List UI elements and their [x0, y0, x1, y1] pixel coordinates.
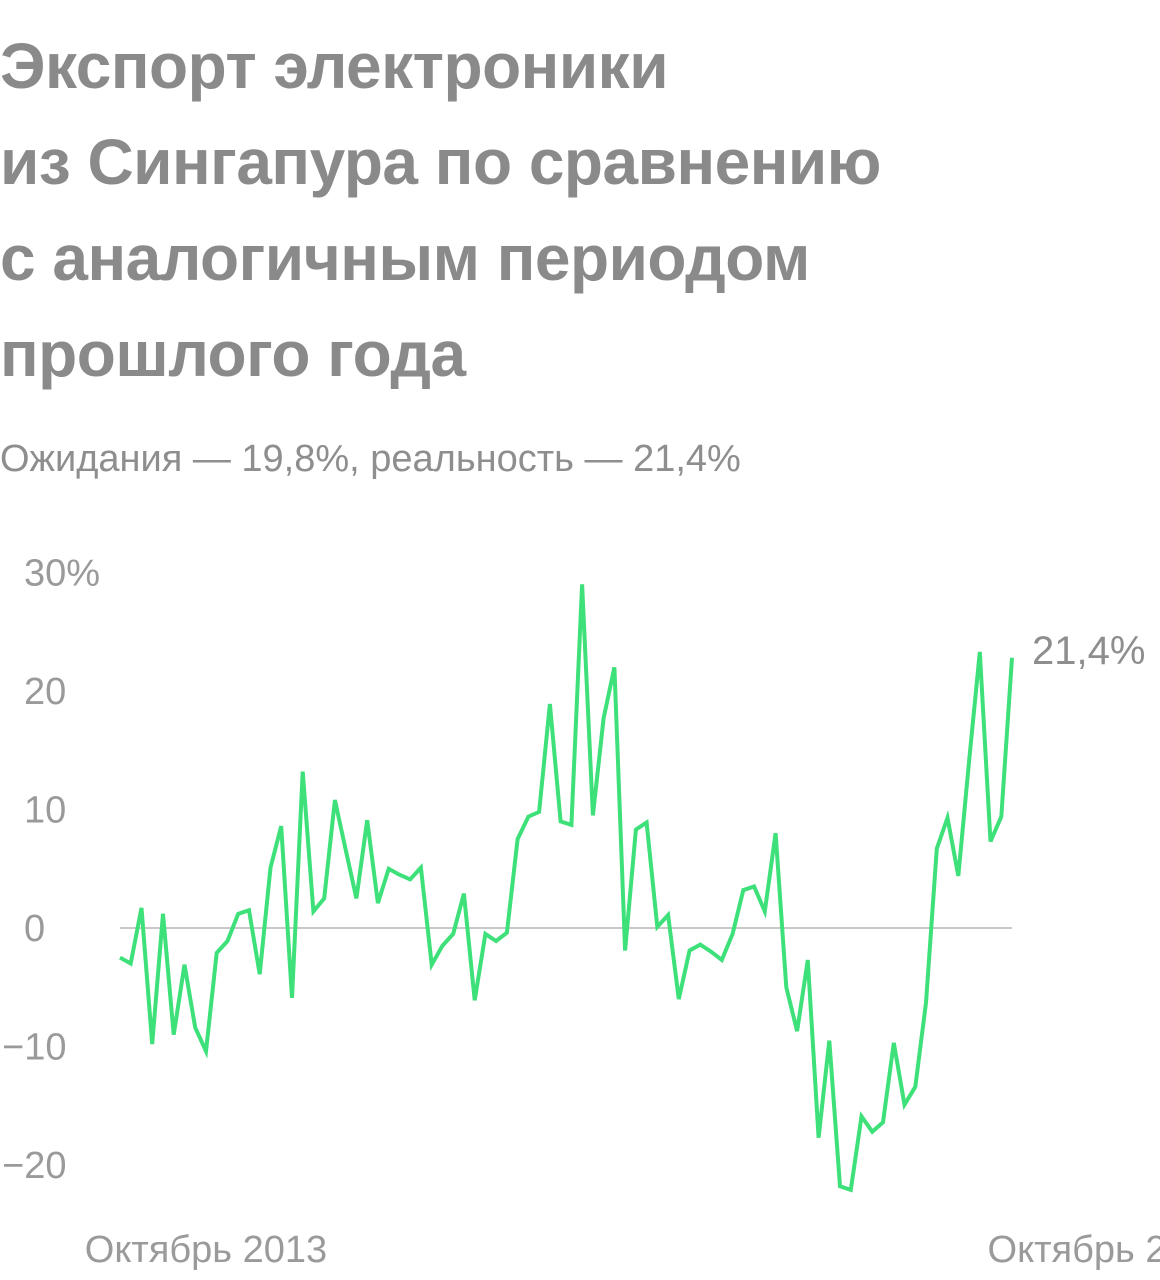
y-tick-label: 0 [24, 908, 45, 950]
y-tick-label: 20 [24, 671, 66, 713]
series-line [119, 584, 1014, 1193]
chart-title: Экспорт электроники из Сингапура по срав… [0, 18, 1150, 402]
plot-area: 21,4% [119, 584, 1145, 1193]
end-value-label: 21,4% [1032, 629, 1145, 673]
y-tick-label: −20 [2, 1145, 66, 1187]
chart-title-line-1: Экспорт электроники [0, 30, 669, 102]
y-tick-label: 30% [24, 553, 100, 595]
y-axis-ticks: 30% 20 10 0 −10 −20 [2, 553, 100, 1188]
x-axis-ticks: Октябрь 2013 Октябрь 2020 [85, 1229, 1160, 1271]
chart-title-line-4: прошлого года [0, 318, 466, 390]
x-tick-label: Октябрь 2013 [85, 1229, 327, 1271]
y-tick-label: 10 [24, 790, 66, 832]
chart-title-line-2: из Сингапура по сравнению [0, 126, 881, 198]
y-tick-label: −10 [2, 1027, 66, 1069]
x-tick-label: Октябрь 2020 [988, 1229, 1160, 1271]
chart-title-line-3: с аналогичным периодом [0, 222, 810, 294]
chart-subtitle: Ожидания — 19,8%, реальность — 21,4% [0, 438, 741, 480]
